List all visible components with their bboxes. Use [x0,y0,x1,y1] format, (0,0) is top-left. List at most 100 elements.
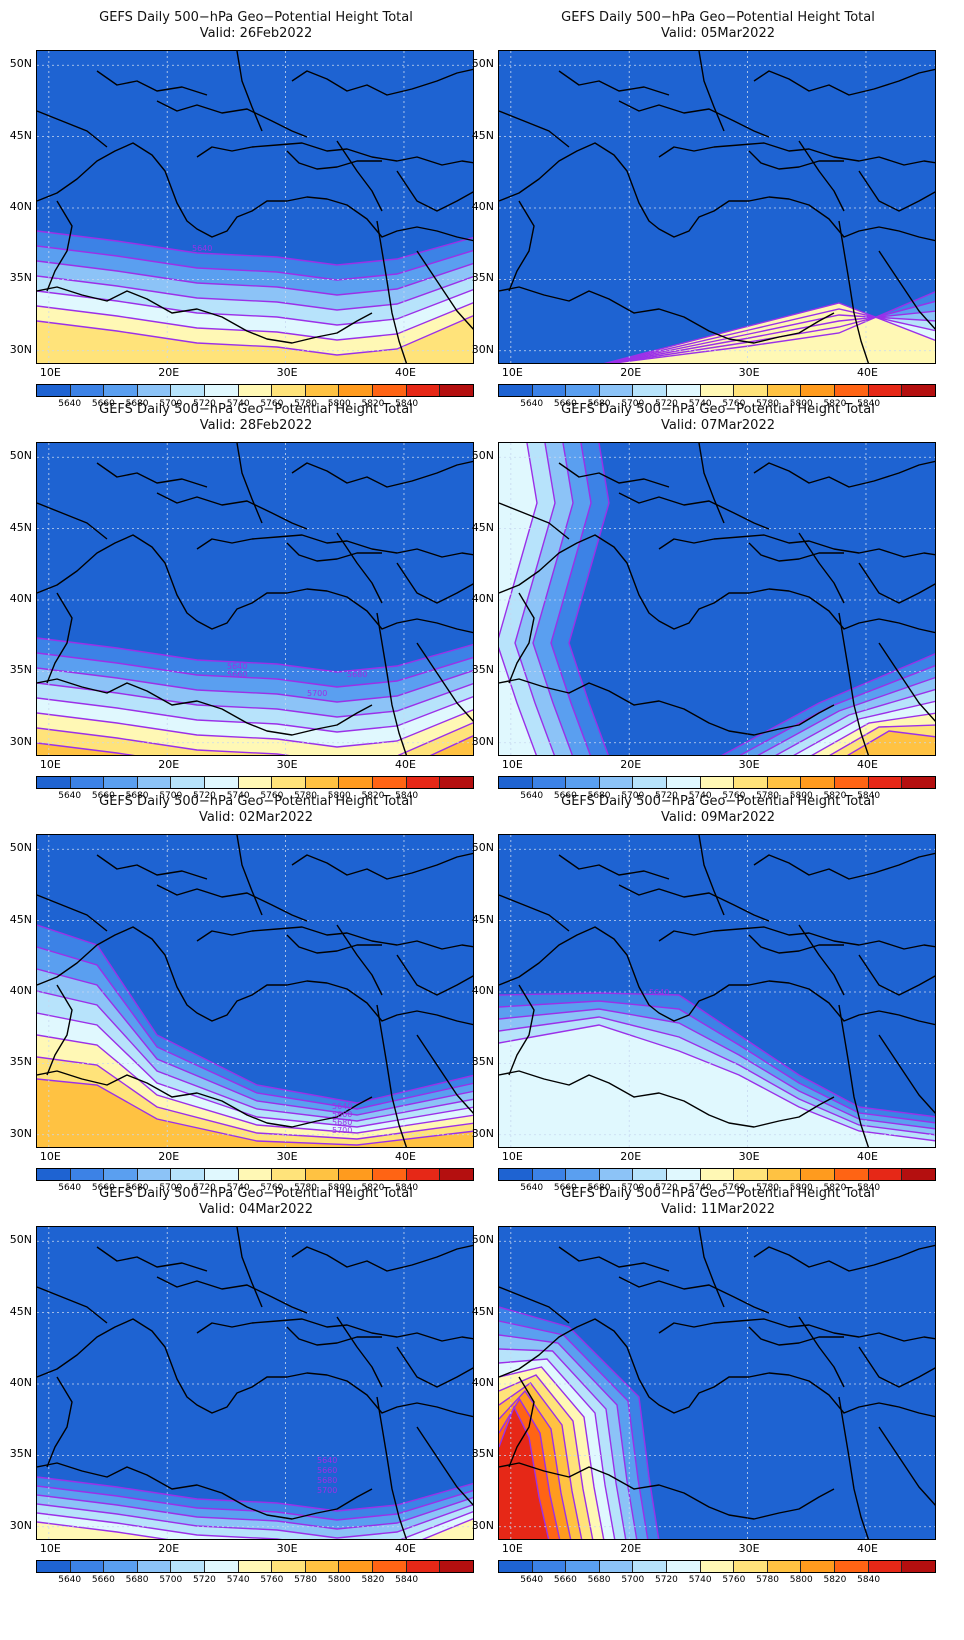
latitude-tick-label: 30N [9,1126,32,1140]
contour-line [499,443,538,755]
contour-line [757,676,935,755]
colorbar-label: 5740 [226,791,250,801]
latitude-tick-label: 40N [9,1376,32,1389]
contour-line [829,724,935,755]
coastline-border [748,542,844,562]
contour-label: 5700 [317,1486,337,1495]
coastline-border [236,51,263,132]
coastline-border [753,460,935,488]
panel-title: GEFS Daily 500−hPa Geo−Potential Height … [99,10,413,25]
coastline-border [336,140,383,212]
colorbar-swatch [599,385,634,396]
coastline-border [878,1426,935,1506]
latitude-tick-label: 40N [471,1376,494,1389]
colorbar-label: 5660 [91,791,115,801]
contour-label: 5660 [332,1110,352,1119]
coastline-border [37,1462,373,1520]
coastline-border [286,934,382,954]
colorbar-swatch [205,777,239,788]
colorbar-label: 5680 [587,791,611,801]
coastline-border [838,220,870,363]
colorbar-swatch [205,1561,239,1572]
colorbar-swatch [499,1561,533,1572]
colorbar-swatch [305,777,340,788]
longitude-tick-label: 40E [856,366,878,379]
colorbar-swatch [902,1561,935,1572]
height-band [37,1079,473,1147]
longitude-tick-label: 40E [394,1542,416,1555]
coastline-border [37,678,373,736]
height-band [848,731,935,755]
colorbar-label: 5660 [553,791,577,801]
latitude-tick-label: 50N [9,1233,32,1247]
colorbar-label: 5640 [58,1183,82,1193]
latitude-tick-label: 40N [471,200,494,213]
coastline-border [37,894,108,932]
colorbar-swatch [205,1169,239,1180]
colorbar-label: 5760 [722,1183,746,1193]
colorbar-label: 5820 [823,791,847,801]
colorbar-label: 5780 [756,791,779,801]
latitude-tick-label: 35N [9,1055,32,1069]
colorbar-swatch [70,1561,105,1572]
colorbar-swatch [633,1169,668,1180]
contour-label: 5680 [347,670,367,679]
contour-line [37,1476,473,1512]
coastline-border [858,562,935,604]
colorbar-label: 5740 [688,1575,712,1585]
colorbar-label: 5820 [823,399,847,409]
colorbar-label: 5760 [722,1575,746,1585]
colorbar-label: 5760 [260,399,284,409]
map-svg [499,51,935,363]
colorbar-swatch [406,777,441,788]
coastline-border [46,592,73,684]
latitude-tick-label: 45N [471,1304,494,1318]
longitude-tick-label: 20E [158,366,180,379]
colorbar-swatch [406,1169,441,1180]
contour-line [37,946,473,1110]
colorbar-label: 5640 [58,399,82,409]
coastline-border [37,1070,373,1128]
contour-line [499,1366,605,1539]
colorbar-label: 5720 [655,1575,678,1585]
colorbar-swatch [70,777,105,788]
coastline-border [499,502,570,540]
map-plot-area [498,1226,936,1540]
contour-line [499,1348,627,1539]
coastline-border [286,1326,382,1346]
coastline-border [396,954,473,996]
colorbar-label: 5740 [688,399,712,409]
latitude-tick-label: 45N [471,912,494,926]
colorbar-label: 5700 [159,399,183,409]
colorbar-swatch [902,385,935,396]
colorbar-swatch [566,1169,600,1180]
map-plot-area [498,442,936,756]
latitude-tick-label: 30N [9,342,32,356]
contour-line [499,1000,935,1124]
colorbar-swatch [868,1169,903,1180]
latitude-tick-label: 50N [9,449,32,463]
colorbar-swatch [70,385,105,396]
coastline-border [499,110,570,148]
longitude-tick-label: 40E [856,1542,878,1555]
colorbar-swatch [633,385,668,396]
colorbar-swatch [238,385,273,396]
longitude-tick-label: 10E [39,1542,61,1555]
panel-valid-date: Valid: 05Mar2022 [661,26,775,41]
colorbar-label: 5740 [688,791,712,801]
contour-line [37,735,473,755]
coastline-border [499,1286,570,1324]
latitude-tick-label: 40N [471,592,494,605]
coastline-border [37,1318,473,1418]
colorbar-swatch [272,385,306,396]
colorbar-label: 5780 [294,1183,317,1193]
contour-line [604,308,935,363]
coastline-border [658,926,935,950]
coastline-border [96,1246,208,1272]
contour-label: 5640 [317,1456,337,1465]
colorbar-label: 5820 [361,399,385,409]
longitude-tick-label: 30E [276,1150,298,1163]
latitude-tick-label: 50N [471,1233,494,1247]
colorbar-swatch [599,1561,634,1572]
coastline-border [376,1004,408,1147]
